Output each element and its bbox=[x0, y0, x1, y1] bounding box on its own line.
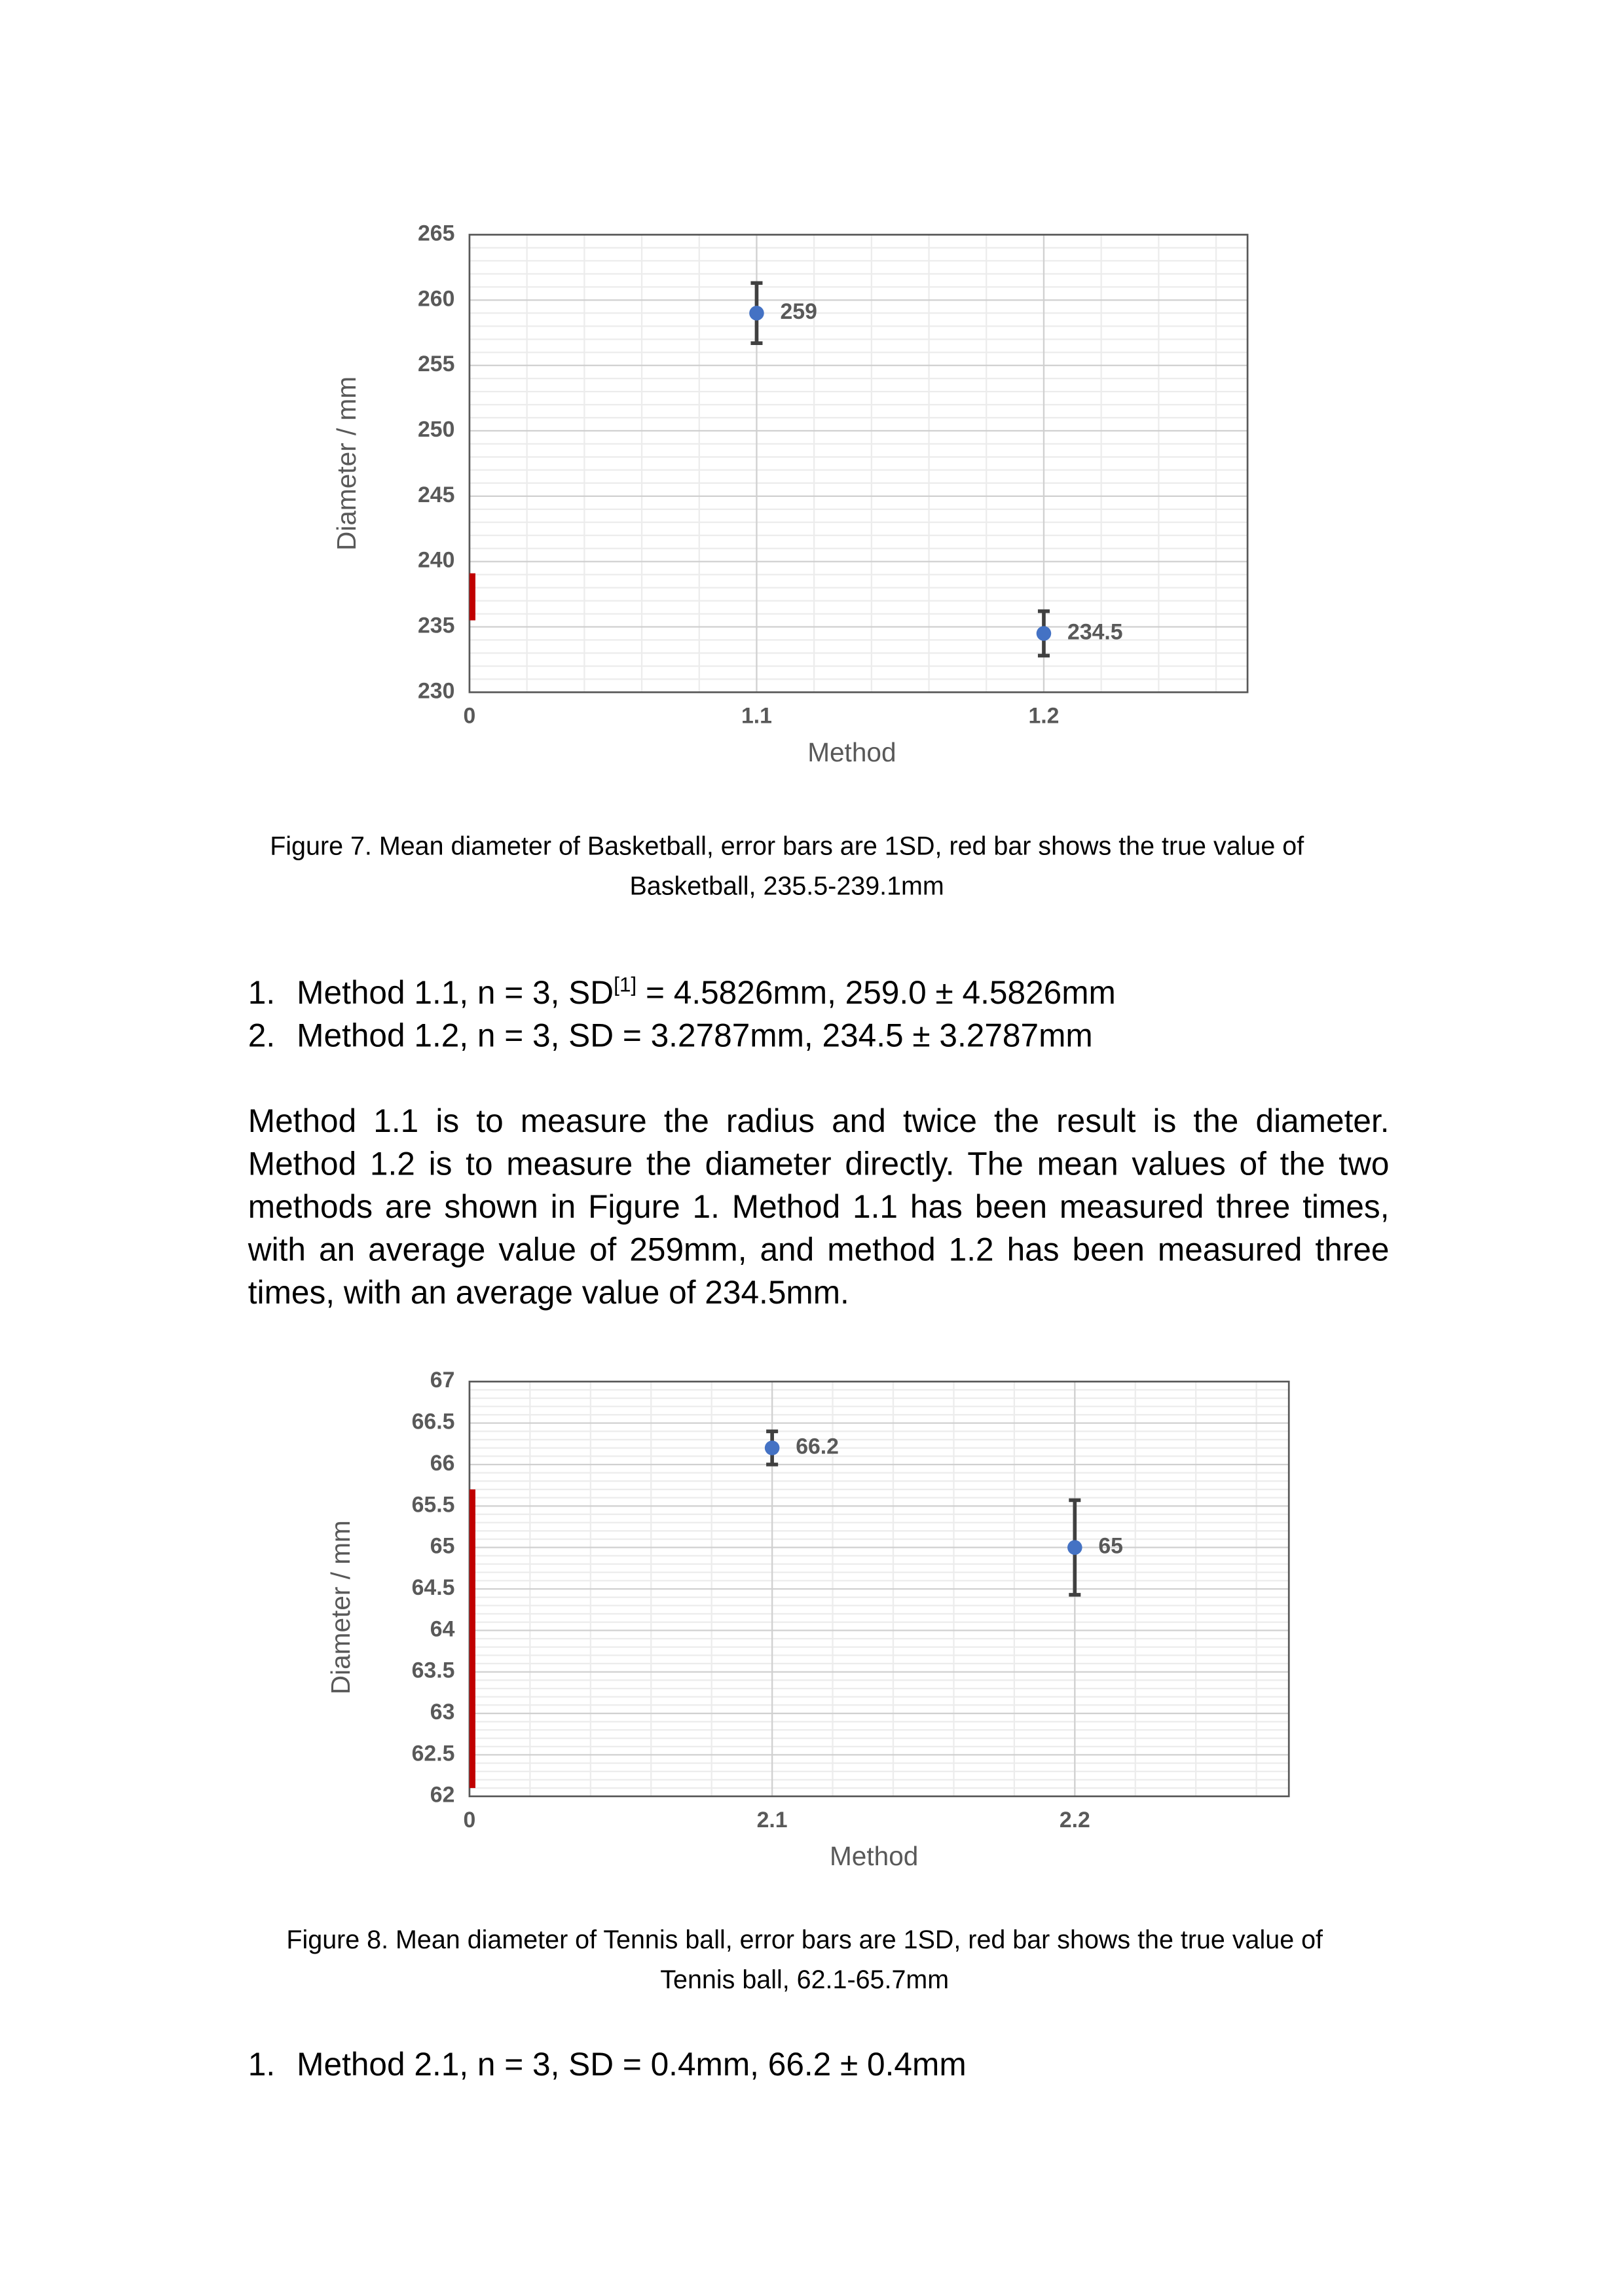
list-text: Method 2.1, n = 3, SD = 0.4mm, 66.2 ± 0.… bbox=[297, 2045, 967, 2083]
x-axis-label: Method bbox=[830, 1841, 918, 1871]
y-tick-label: 65.5 bbox=[412, 1492, 455, 1517]
data-label: 65 bbox=[1098, 1534, 1123, 1559]
point bbox=[764, 1440, 780, 1455]
y-tick-label: 64.5 bbox=[412, 1575, 455, 1600]
y-tick-label: 230 bbox=[418, 678, 454, 703]
x-tick-label: 1.2 bbox=[1028, 704, 1059, 729]
list-marker: 1. bbox=[248, 974, 276, 1011]
y-tick-label: 66 bbox=[430, 1451, 455, 1476]
list-marker: 2. bbox=[248, 1017, 276, 1054]
list-item: 1. Method 2.1, n = 3, SD = 0.4mm, 66.2 ± … bbox=[248, 2043, 967, 2085]
data-label: 259 bbox=[781, 299, 817, 324]
citation: [1] bbox=[614, 972, 637, 996]
y-tick-label: 63 bbox=[430, 1700, 455, 1724]
data-label: 234.5 bbox=[1067, 619, 1123, 644]
y-tick-label: 67 bbox=[430, 1368, 455, 1393]
y-tick-label: 255 bbox=[418, 352, 454, 376]
point bbox=[1036, 626, 1052, 641]
x-tick-label: 2.2 bbox=[1060, 1808, 1090, 1832]
list-text: = 4.5826mm, 259.0 ± 4.5826mm bbox=[637, 974, 1116, 1011]
x-axis-label: Method bbox=[807, 737, 896, 767]
y-axis-label: Diameter / mm bbox=[331, 376, 361, 551]
y-tick-label: 265 bbox=[418, 221, 454, 246]
x-tick-label: 0 bbox=[464, 704, 476, 729]
y-tick-label: 66.5 bbox=[412, 1410, 455, 1434]
y-axis-label: Diameter / mm bbox=[325, 1520, 356, 1694]
y-tick-label: 245 bbox=[418, 483, 454, 507]
point bbox=[749, 306, 764, 321]
data-label: 66.2 bbox=[796, 1434, 839, 1459]
y-tick-label: 240 bbox=[418, 548, 454, 573]
x-tick-label: 2.1 bbox=[757, 1808, 788, 1832]
y-tick-label: 63.5 bbox=[412, 1658, 455, 1683]
list-item: 1. Method 1.1, n = 3, SD[1] = 4.5826mm, 2… bbox=[248, 971, 1116, 1013]
list-text: Method 1.1, n = 3, SD bbox=[297, 974, 614, 1011]
x-tick-label: 1.1 bbox=[741, 704, 772, 729]
list-text: Method 1.2, n = 3, SD = 3.2787mm, 234.5 … bbox=[297, 1017, 1093, 1054]
true-value-bar bbox=[469, 573, 475, 621]
y-tick-label: 62.5 bbox=[412, 1741, 455, 1766]
list-marker: 1. bbox=[248, 2045, 276, 2083]
y-tick-label: 250 bbox=[418, 417, 454, 442]
figure-caption: Figure 8. Mean diameter of Tennis ball, … bbox=[286, 1924, 1323, 1994]
y-tick-label: 235 bbox=[418, 613, 454, 638]
plot-frame bbox=[468, 234, 1249, 693]
figure-caption: Figure 7. Mean diameter of Basketball, e… bbox=[270, 831, 1304, 901]
y-tick-label: 260 bbox=[418, 286, 454, 311]
list-item: 2. Method 1.2, n = 3, SD = 3.2787mm, 234.… bbox=[248, 1014, 1093, 1057]
y-tick-label: 65 bbox=[430, 1534, 455, 1559]
x-tick-label: 0 bbox=[464, 1808, 476, 1832]
paragraph: Method 1.1 is to measure the radius and … bbox=[248, 1102, 1390, 1311]
y-tick-label: 62 bbox=[430, 1783, 455, 1808]
point bbox=[1067, 1540, 1082, 1555]
y-tick-label: 64 bbox=[430, 1616, 455, 1641]
true-value-bar bbox=[469, 1489, 475, 1789]
